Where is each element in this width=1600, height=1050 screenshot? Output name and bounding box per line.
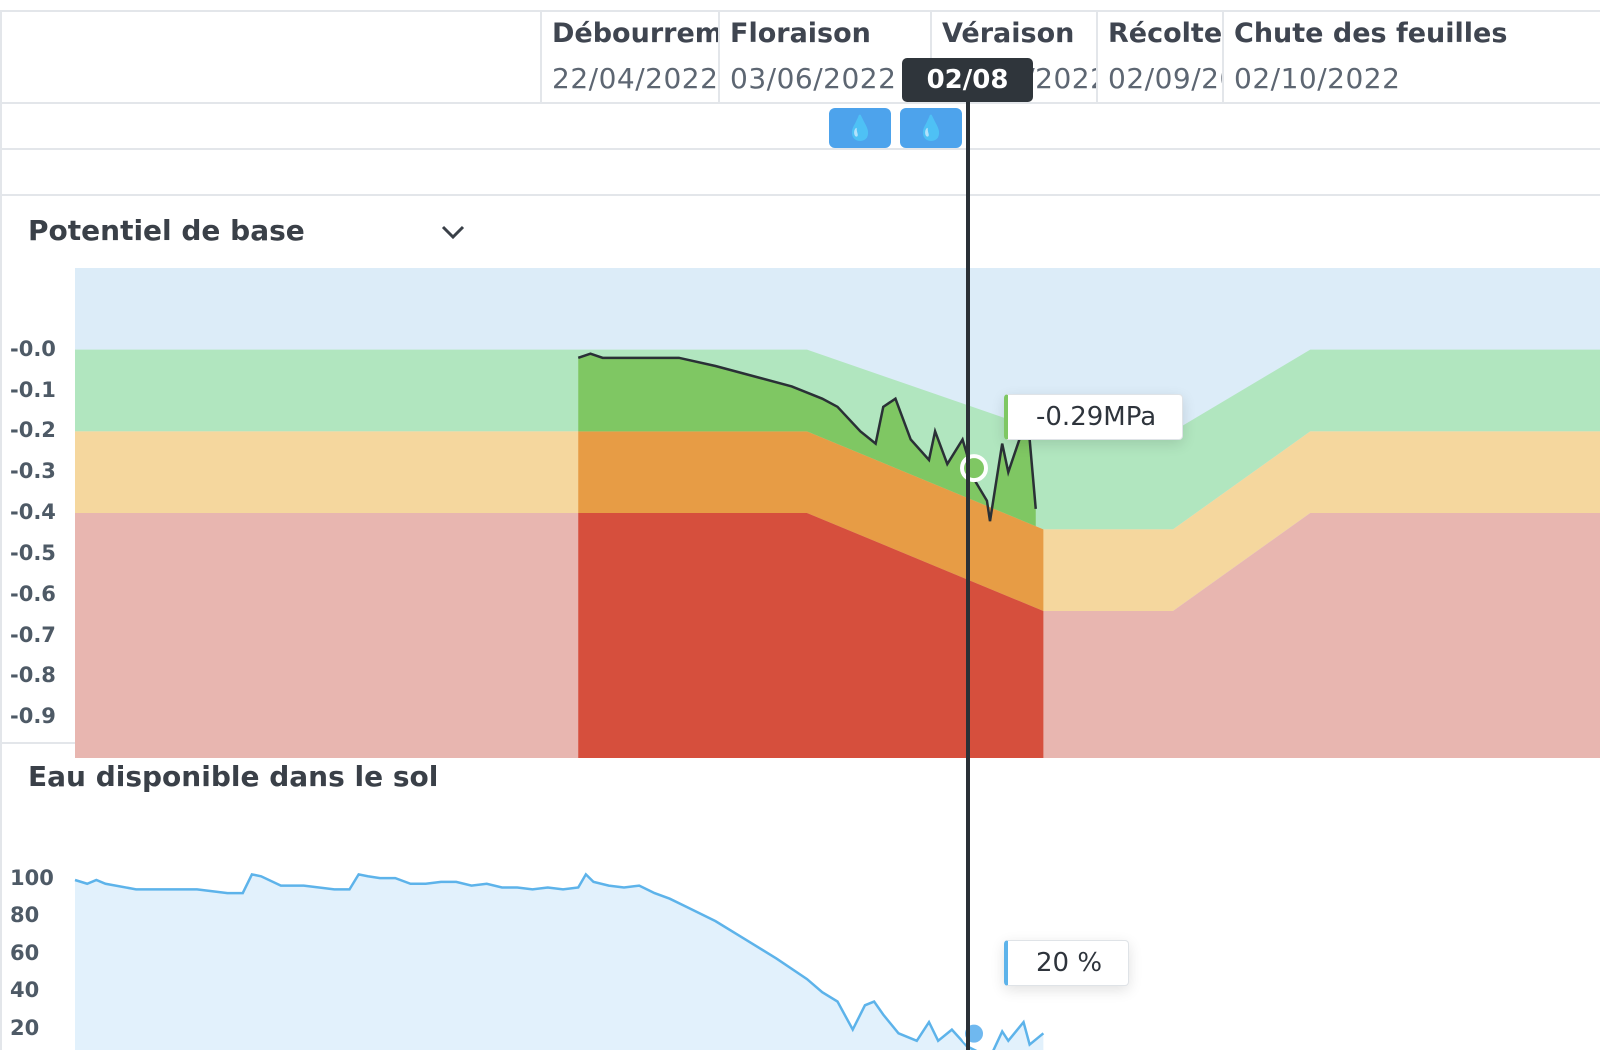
stage-name: Floraison bbox=[730, 18, 871, 49]
eau-area bbox=[75, 874, 1044, 1050]
y-tick-label: 60 bbox=[10, 940, 40, 965]
stage-cell: Récolte 02/09/2022 bbox=[1096, 12, 1222, 108]
stage-name: Véraison bbox=[942, 18, 1075, 49]
zone-orange-active bbox=[578, 431, 1044, 611]
stage-separator bbox=[1096, 10, 1098, 102]
irrigation-row-border bbox=[0, 148, 1600, 150]
stage-separator bbox=[718, 10, 720, 102]
eau-value: 20 % bbox=[1036, 948, 1103, 978]
y-tick-label: -0.8 bbox=[10, 663, 56, 688]
chevron-down-icon[interactable] bbox=[440, 224, 466, 240]
y-tick-label: -0.1 bbox=[10, 377, 56, 402]
chart-title-potentiel: Potentiel de base bbox=[28, 214, 305, 247]
stage-date: 02/09/2022 bbox=[1108, 62, 1222, 95]
top-border bbox=[0, 10, 1600, 12]
y-tick-label: -0.5 bbox=[10, 540, 56, 565]
stage-date: 22/04/2022 bbox=[552, 62, 718, 95]
y-tick-label: -0.7 bbox=[10, 622, 56, 647]
irrigation-event[interactable]: 💧 bbox=[900, 108, 962, 148]
y-tick-label: 40 bbox=[10, 978, 40, 1003]
water-drops-icon: 💧 bbox=[916, 114, 946, 142]
left-border bbox=[0, 10, 2, 1050]
stage-cell: Chute des feuilles 02/10/2022 bbox=[1222, 12, 1600, 108]
stage-separator bbox=[1222, 10, 1224, 102]
stage-separator bbox=[930, 10, 932, 102]
y-tick-label: 100 bbox=[10, 866, 54, 890]
water-drops-icon: 💧 bbox=[845, 114, 875, 142]
y-tick-label: -0.0 bbox=[10, 336, 56, 361]
stage-name: Débourrement bbox=[552, 18, 718, 49]
potentiel-series-line[interactable] bbox=[577, 352, 1037, 522]
irrigation-event[interactable]: 💧 bbox=[829, 108, 891, 148]
stage-name: Chute des feuilles bbox=[1234, 18, 1508, 49]
y-tick-label: -0.3 bbox=[10, 459, 56, 484]
stage-date: 02/10/2022 bbox=[1234, 62, 1401, 95]
active-zones bbox=[578, 431, 1044, 758]
date-cursor-badge[interactable]: 02/08 bbox=[902, 58, 1033, 102]
y-tick-label: 20 bbox=[10, 1015, 40, 1040]
stage-cell: Débourrement 22/04/2022 bbox=[540, 12, 718, 108]
date-cursor-line[interactable] bbox=[966, 100, 970, 1050]
stage-date: 03/06/2022 bbox=[730, 62, 897, 95]
zone-red-active bbox=[578, 513, 1044, 758]
y-tick-label: -0.6 bbox=[10, 581, 56, 606]
potentiel-value-tooltip: -0.29MPa bbox=[1004, 394, 1184, 440]
y-tick-label: -0.9 bbox=[10, 704, 56, 729]
stage-cell: Floraison 03/06/2022 bbox=[718, 12, 930, 108]
eau-series-line[interactable] bbox=[74, 872, 1045, 1050]
stage-separator bbox=[540, 10, 542, 102]
stage-name: Récolte bbox=[1108, 18, 1222, 49]
eau-value-tooltip: 20 % bbox=[1004, 940, 1130, 986]
potentiel-value: -0.29MPa bbox=[1036, 402, 1157, 432]
y-tick-label: -0.2 bbox=[10, 418, 56, 443]
y-tick-label: 80 bbox=[10, 903, 40, 928]
y-tick-label: -0.4 bbox=[10, 500, 56, 524]
chart-title-eau: Eau disponible dans le sol bbox=[28, 760, 439, 793]
stage-row-border bbox=[0, 102, 1600, 104]
spacer-row-border bbox=[0, 194, 1600, 196]
